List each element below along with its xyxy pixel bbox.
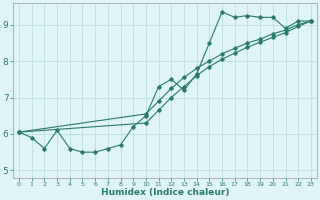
X-axis label: Humidex (Indice chaleur): Humidex (Indice chaleur)	[101, 188, 229, 197]
